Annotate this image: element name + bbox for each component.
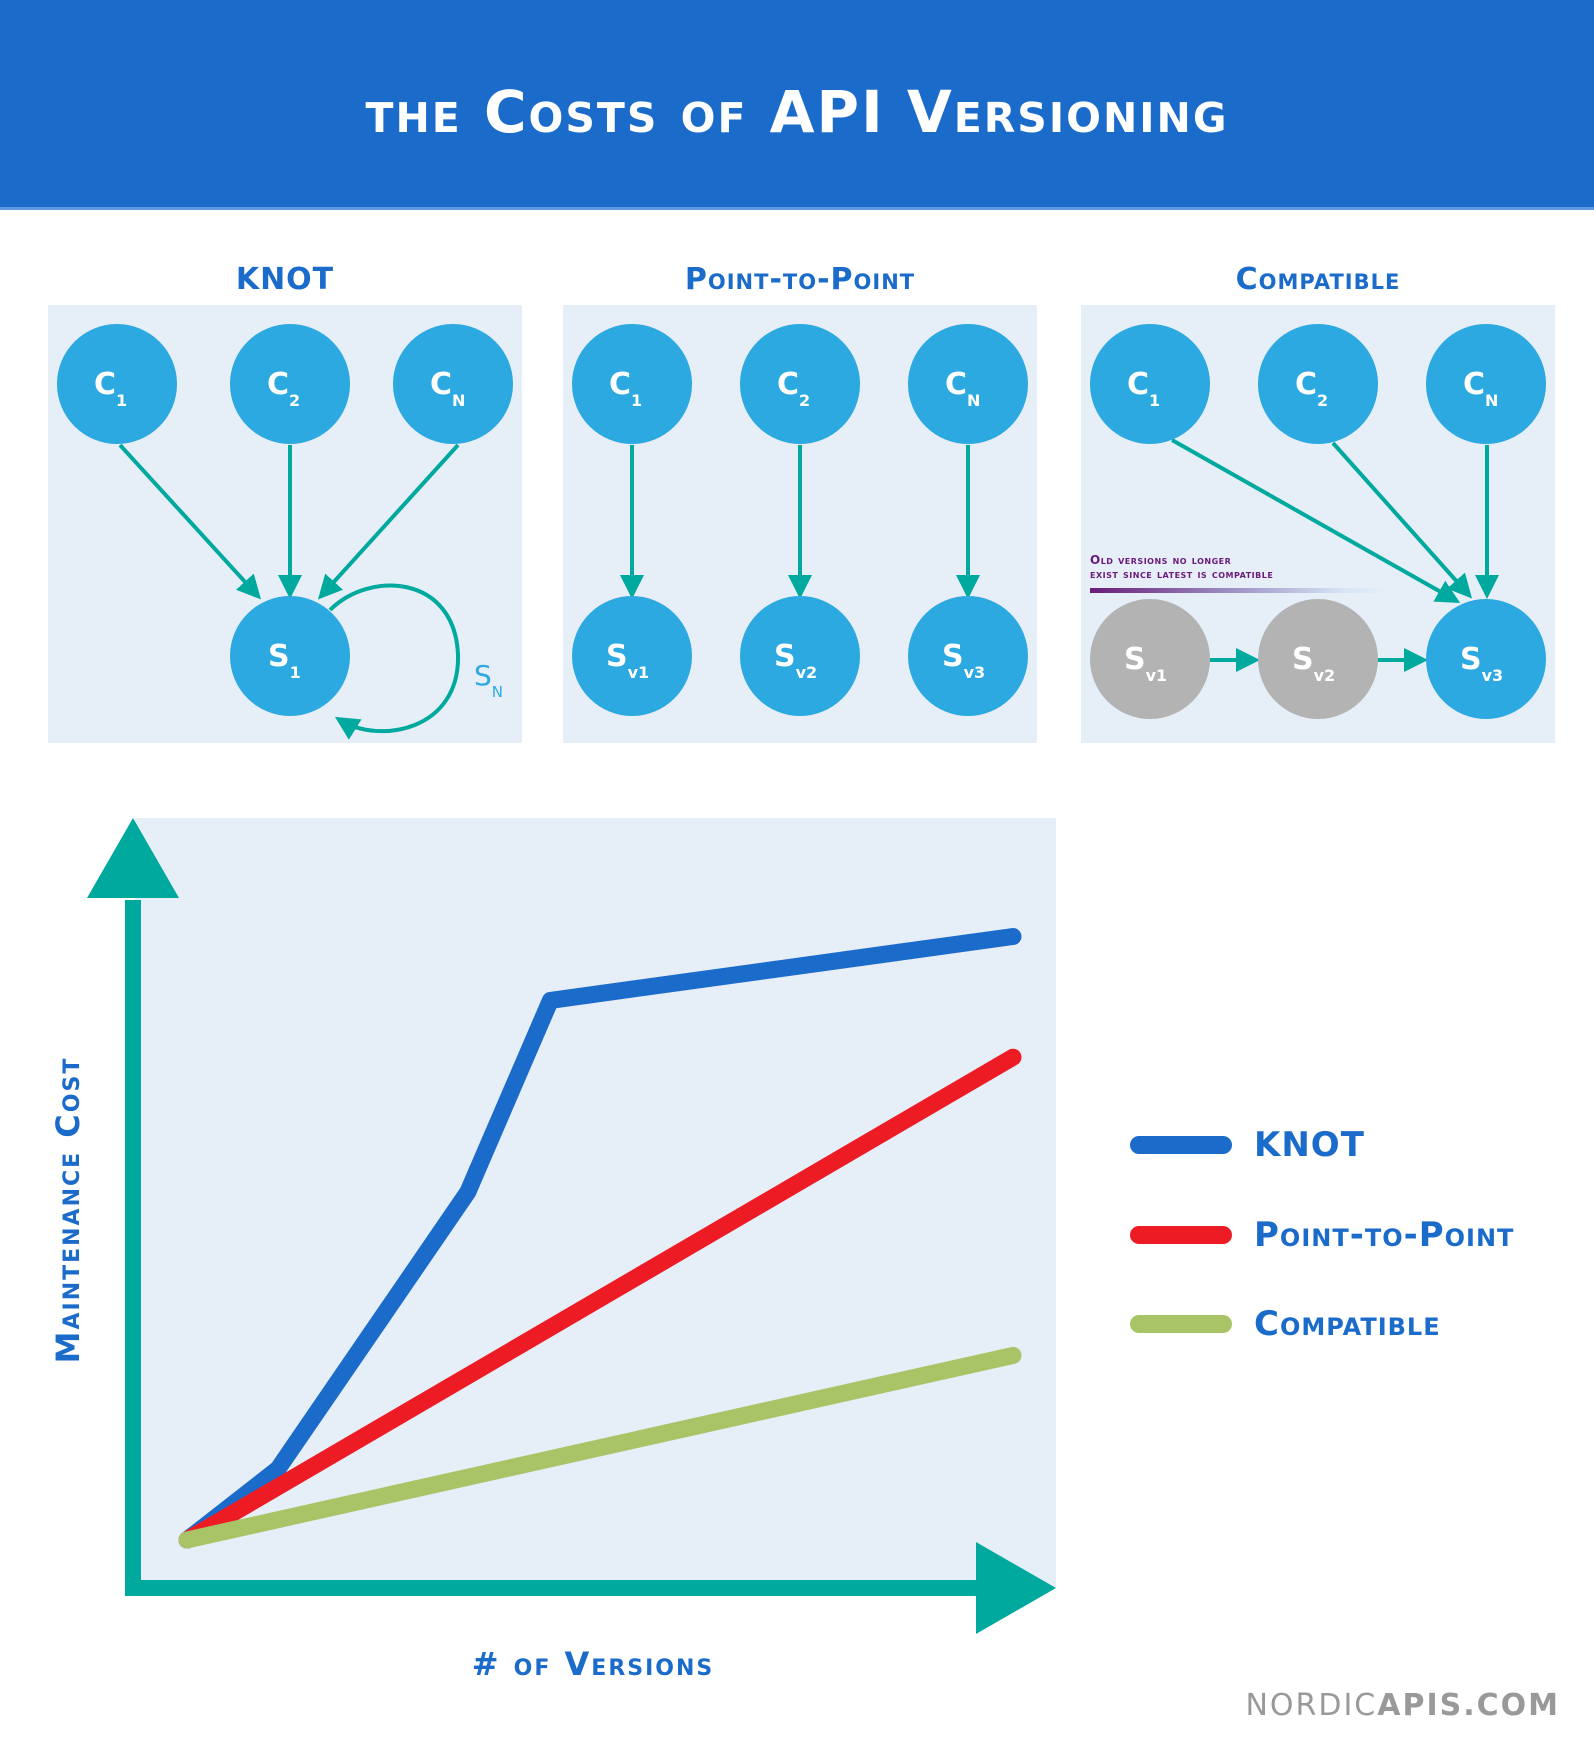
legend-item-knot: KNOT: [1130, 1125, 1365, 1165]
y-axis: [125, 900, 141, 1596]
node-cn: [393, 324, 513, 444]
series-point-to-point-line: [178, 1048, 1022, 1549]
node-sv1-deprecated: [1090, 599, 1210, 719]
self-loop-arrow: [328, 583, 461, 740]
node-sv3: [1426, 599, 1546, 719]
edge-cn-s1: [317, 443, 460, 600]
series-knot-line: [178, 928, 1022, 1549]
self-loop-label: SN: [474, 659, 503, 701]
point-to-point-diagram: C1 C2 CN Sv1 Sv2 Sv3: [572, 324, 1028, 716]
node-c1: [57, 324, 177, 444]
node-c2: [740, 324, 860, 444]
x-axis-label: # of Versions: [471, 1645, 715, 1683]
node-c1: [572, 324, 692, 444]
page-title: the Costs of API Versioning: [365, 78, 1229, 146]
y-axis-label: Maintenance Cost: [49, 1056, 87, 1364]
diagram-title-compatible: Compatible: [1235, 262, 1401, 297]
edge-c1-sv3: [1171, 438, 1461, 603]
legend-swatch-compatible: [1130, 1315, 1232, 1333]
deprecation-note: Old versions no longer exist since lates…: [1090, 553, 1273, 581]
node-c2: [230, 324, 350, 444]
node-cn: [908, 324, 1028, 444]
node-cn: [1426, 324, 1546, 444]
compatible-diagram: C1 C2 CN Sv1 Sv2 Sv3: [1090, 324, 1546, 719]
deprecation-gradient-bar: [1090, 588, 1390, 593]
edge-c1-s1: [118, 443, 262, 600]
cost-chart: [87, 818, 1056, 1634]
brand-bold: APIS: [1377, 1688, 1464, 1723]
node-sv2-deprecated: [1258, 599, 1378, 719]
legend-label-knot: KNOT: [1254, 1125, 1365, 1165]
deprecation-note-line1: Old versions no longer: [1090, 553, 1232, 567]
legend-label-compatible: Compatible: [1254, 1304, 1441, 1344]
x-axis-arrow-icon: [976, 1542, 1056, 1634]
brand-footer: NORDICAPIS.COM: [1245, 1688, 1560, 1723]
node-c2: [1258, 324, 1378, 444]
header-banner: the Costs of API Versioning: [0, 0, 1594, 210]
legend-swatch-point-to-point: [1130, 1226, 1232, 1244]
diagram-title-point-to-point: Point-to-Point: [684, 262, 916, 297]
series-compatible-line: [178, 1346, 1022, 1549]
node-sv1: [572, 596, 692, 716]
brand-suffix: .COM: [1463, 1688, 1560, 1723]
y-axis-arrow-icon: [87, 818, 179, 898]
diagram-title-knot: KNOT: [235, 262, 335, 297]
node-s1: [230, 596, 350, 716]
knot-diagram: C1 C2 CN S1 SN: [57, 324, 513, 740]
legend-item-compatible: Compatible: [1130, 1304, 1441, 1344]
node-c1: [1090, 324, 1210, 444]
brand-light: NORDIC: [1245, 1688, 1378, 1723]
legend-item-point-to-point: Point-to-Point: [1130, 1215, 1514, 1255]
node-sv3: [908, 596, 1028, 716]
legend-label-point-to-point: Point-to-Point: [1254, 1215, 1515, 1255]
x-axis: [125, 1580, 977, 1596]
node-sv2: [740, 596, 860, 716]
deprecation-note-line2: exist since latest is compatible: [1090, 567, 1274, 581]
legend-swatch-knot: [1130, 1136, 1232, 1154]
edge-c2-sv3: [1331, 441, 1472, 599]
